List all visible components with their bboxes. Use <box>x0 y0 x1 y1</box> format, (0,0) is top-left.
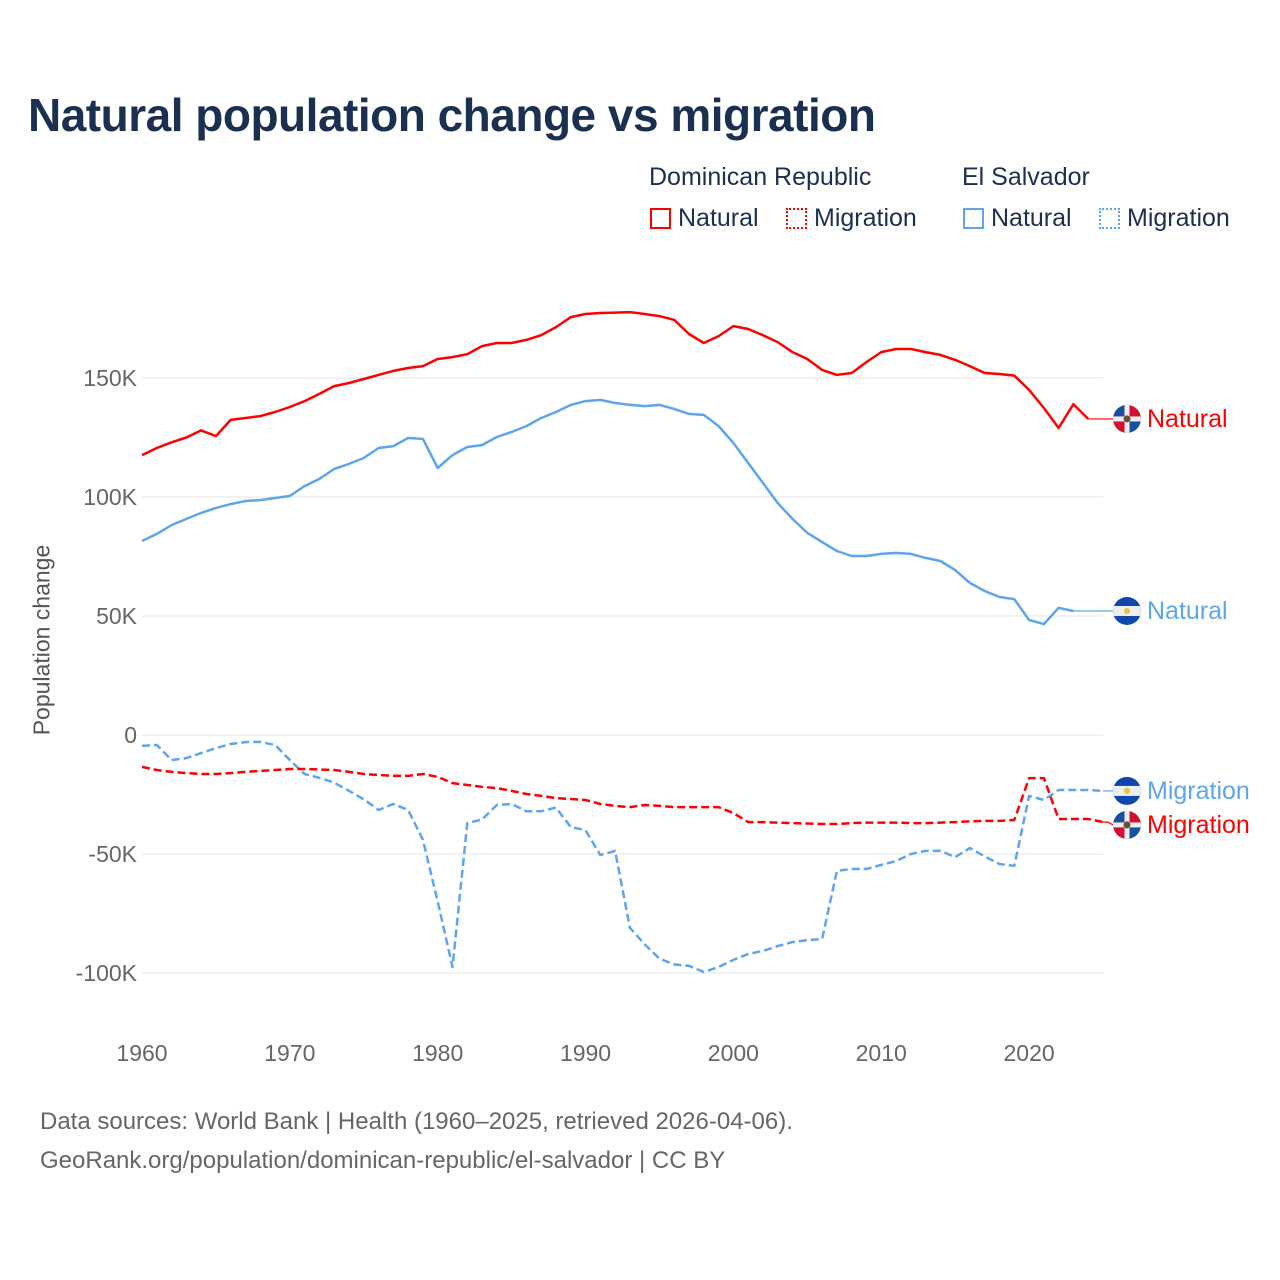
el-salvador-flag-icon <box>1113 597 1141 626</box>
legend-label: Natural <box>678 204 759 232</box>
series-line-dominican-republic-natural <box>141 310 1090 457</box>
legend-label: Migration <box>814 204 917 232</box>
y-tick-label: 0 <box>124 722 137 748</box>
flag-emblem <box>1124 787 1130 794</box>
end-label-dominican-republic-migration: Migration <box>1147 811 1250 839</box>
legend-swatch-dotted <box>786 208 807 229</box>
x-tick-label: 1980 <box>412 1040 463 1066</box>
legend-label: Natural <box>991 204 1072 232</box>
end-label-el-salvador-natural: Natural <box>1147 597 1228 625</box>
footer-sources: Data sources: World Bank | Health (1960–… <box>40 1108 793 1135</box>
chart-title: Natural population change vs migration <box>28 89 876 141</box>
x-tick-label: 1960 <box>116 1040 167 1066</box>
flag-body <box>1113 776 1141 805</box>
flag-body <box>1113 597 1141 626</box>
dominican-republic-flag-icon <box>1113 810 1141 839</box>
legend-country-el-salvador: El Salvador <box>962 163 1090 191</box>
y-tick-label: 50K <box>96 603 138 629</box>
legend-dr-natural[interactable]: Natural <box>650 204 759 233</box>
legend-swatch-dotted <box>1099 208 1120 229</box>
flag-emblem <box>1123 415 1131 423</box>
legend-es-natural[interactable]: Natural <box>963 204 1072 233</box>
el-salvador-flag-icon <box>1113 776 1141 805</box>
flag-body <box>1113 404 1141 433</box>
dominican-republic-flag-icon <box>1113 404 1141 433</box>
x-tick-label: 1990 <box>560 1040 611 1066</box>
x-tick-label: 2000 <box>708 1040 759 1066</box>
series-line-el-salvador-migration <box>141 740 1104 974</box>
y-tick-label: -50K <box>88 841 137 867</box>
end-label-el-salvador-migration: Migration <box>1147 777 1250 805</box>
x-tick-label: 1970 <box>264 1040 315 1066</box>
legend-label: Migration <box>1127 204 1230 232</box>
legend-es-migration[interactable]: Migration <box>1099 204 1230 233</box>
flag-emblem <box>1124 608 1130 615</box>
series-line-el-salvador-natural <box>141 398 1074 626</box>
x-tick-label: 2010 <box>856 1040 907 1066</box>
y-tick-label: -100K <box>76 960 138 986</box>
legend-dr-migration[interactable]: Migration <box>786 204 917 233</box>
y-tick-label: 150K <box>83 365 137 391</box>
legend-country-dominican-republic: Dominican Republic <box>649 163 872 191</box>
legend-swatch-solid <box>650 208 671 229</box>
series-line-dominican-republic-migration <box>141 765 1104 826</box>
flag-body <box>1113 810 1141 839</box>
flag-emblem <box>1123 821 1131 829</box>
y-tick-label: 100K <box>83 484 137 510</box>
label-connector <box>1103 821 1114 826</box>
end-label-dominican-republic-natural: Natural <box>1147 405 1228 433</box>
legend-swatch-solid <box>963 208 984 229</box>
footer-link[interactable]: GeoRank.org/population/dominican-republi… <box>40 1147 726 1174</box>
x-tick-label: 2020 <box>1003 1040 1054 1066</box>
